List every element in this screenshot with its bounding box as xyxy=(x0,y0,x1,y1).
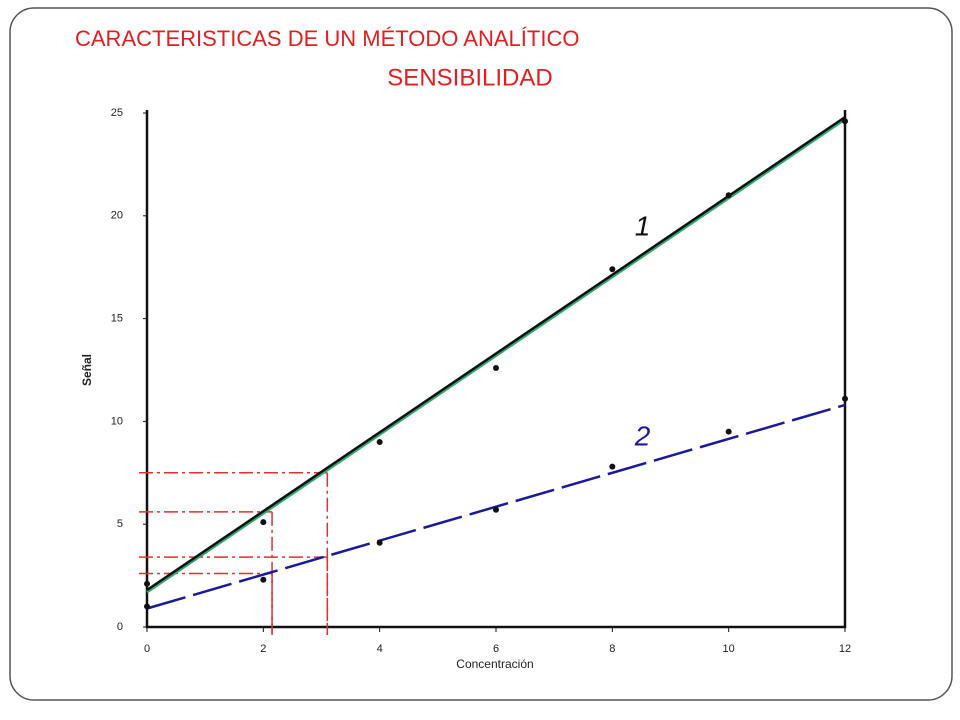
x-tick-label: 4 xyxy=(377,643,383,655)
x-tick-label: 2 xyxy=(260,643,266,655)
data-point xyxy=(609,463,616,470)
y-tick-label: 5 xyxy=(117,518,123,530)
data-point xyxy=(725,428,732,435)
y-tick-label: 0 xyxy=(117,621,123,633)
series-label: 2 xyxy=(634,420,651,451)
data-point xyxy=(609,266,616,273)
y-tick-label: 20 xyxy=(111,210,123,222)
y-axis-label: Señal xyxy=(80,354,94,386)
fit-line xyxy=(146,403,846,610)
x-tick-label: 6 xyxy=(493,643,499,655)
y-tick-label: 10 xyxy=(111,415,123,427)
x-axis-label: Concentración xyxy=(456,657,533,671)
data-point xyxy=(842,395,848,402)
data-point xyxy=(725,192,732,199)
slide-subtitle: SENSIBILIDAD xyxy=(387,64,552,91)
slide-frame xyxy=(9,7,953,701)
x-tick-label: 10 xyxy=(723,643,735,655)
series-label: 1 xyxy=(635,211,651,242)
data-point xyxy=(260,519,267,526)
data-point xyxy=(376,539,383,546)
data-point xyxy=(144,603,150,610)
x-tick-label: 12 xyxy=(839,643,851,655)
slide-title: CARACTERISTICAS DE UN MÉTODO ANALÍTICO xyxy=(75,26,579,51)
data-point xyxy=(493,506,499,513)
data-point xyxy=(376,438,383,445)
data-point xyxy=(144,580,150,587)
x-tick-label: 8 xyxy=(609,643,615,655)
y-tick-label: 25 xyxy=(111,107,123,119)
y-tick-label: 15 xyxy=(111,313,123,325)
data-point xyxy=(842,118,848,125)
data-point xyxy=(260,576,267,583)
x-tick-label: 0 xyxy=(144,643,150,655)
data-point xyxy=(493,364,499,371)
